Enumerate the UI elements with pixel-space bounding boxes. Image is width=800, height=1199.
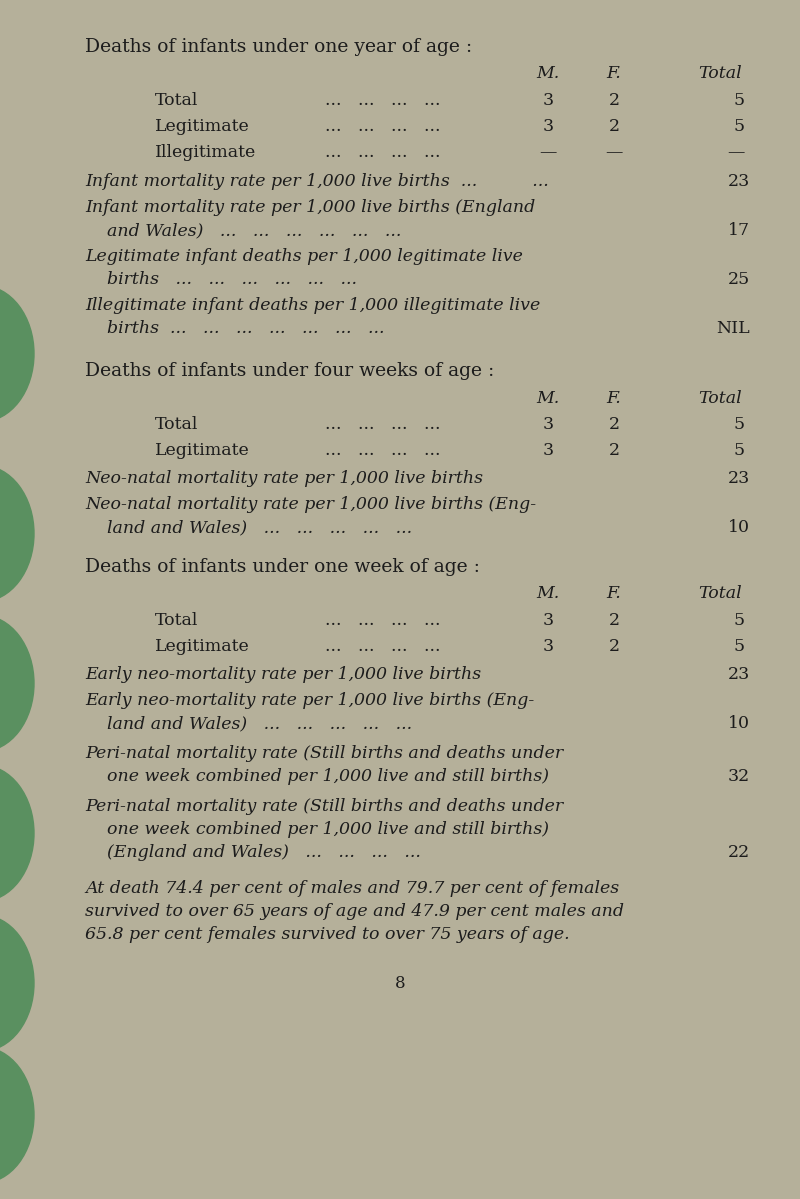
Text: Early neo-mortality rate per 1,000 live births: Early neo-mortality rate per 1,000 live … [85,665,481,683]
Text: Total: Total [698,390,742,406]
Text: 2: 2 [609,118,619,135]
Text: —: — [728,144,745,161]
Text: 5: 5 [734,638,745,655]
Text: Deaths of infants under one week of age :: Deaths of infants under one week of age … [85,558,480,576]
Text: 5: 5 [734,92,745,109]
Text: 3: 3 [542,92,554,109]
Text: M.: M. [536,585,560,602]
Text: Total: Total [698,585,742,602]
Text: At death 74.4 per cent of males and 79.7 per cent of females: At death 74.4 per cent of males and 79.7… [85,880,619,897]
Text: 2: 2 [609,442,619,459]
Text: Early neo-mortality rate per 1,000 live births (Eng-: Early neo-mortality rate per 1,000 live … [85,692,534,709]
Text: Deaths of infants under one year of age :: Deaths of infants under one year of age … [85,38,472,56]
Text: Illegitimate infant deaths per 1,000 illegitimate live: Illegitimate infant deaths per 1,000 ill… [85,297,540,314]
Text: land and Wales)   ...   ...   ...   ...   ...: land and Wales) ... ... ... ... ... [85,715,412,733]
Text: Total: Total [698,65,742,82]
Text: 65.8 per cent females survived to over 75 years of age.: 65.8 per cent females survived to over 7… [85,926,570,942]
Text: Infant mortality rate per 1,000 live births (England: Infant mortality rate per 1,000 live bir… [85,199,535,216]
Text: F.: F. [606,390,622,406]
Text: Peri-natal mortality rate (Still births and deaths under: Peri-natal mortality rate (Still births … [85,799,563,815]
Text: 17: 17 [728,222,750,239]
Text: F.: F. [606,65,622,82]
Text: M.: M. [536,65,560,82]
Text: Legitimate infant deaths per 1,000 legitimate live: Legitimate infant deaths per 1,000 legit… [85,248,523,265]
Ellipse shape [0,1047,34,1183]
Text: 5: 5 [734,611,745,629]
Text: 10: 10 [728,715,750,733]
Text: Neo-natal mortality rate per 1,000 live births: Neo-natal mortality rate per 1,000 live … [85,470,483,487]
Text: Total: Total [155,416,198,433]
Text: ...   ...   ...   ...: ... ... ... ... [325,144,441,161]
Ellipse shape [0,615,34,752]
Text: ...   ...   ...   ...: ... ... ... ... [325,118,441,135]
Ellipse shape [0,765,34,902]
Text: births   ...   ...   ...   ...   ...   ...: births ... ... ... ... ... ... [85,271,357,288]
Text: Legitimate: Legitimate [155,638,250,655]
Text: 8: 8 [394,975,406,992]
Text: —: — [606,144,622,161]
Text: 23: 23 [728,665,750,683]
Text: Neo-natal mortality rate per 1,000 live births (Eng-: Neo-natal mortality rate per 1,000 live … [85,496,536,513]
Text: 25: 25 [728,271,750,288]
Text: 23: 23 [728,470,750,487]
Text: Total: Total [155,611,198,629]
Text: 23: 23 [728,173,750,189]
Text: Illegitimate: Illegitimate [155,144,256,161]
Text: births  ...   ...   ...   ...   ...   ...   ...: births ... ... ... ... ... ... ... [85,320,385,337]
Text: 5: 5 [734,416,745,433]
Text: NIL: NIL [716,320,750,337]
Text: 3: 3 [542,442,554,459]
Text: 3: 3 [542,416,554,433]
Ellipse shape [0,915,34,1052]
Text: land and Wales)   ...   ...   ...   ...   ...: land and Wales) ... ... ... ... ... [85,519,412,536]
Text: ...   ...   ...   ...: ... ... ... ... [325,638,441,655]
Text: one week combined per 1,000 live and still births): one week combined per 1,000 live and sti… [85,821,549,838]
Text: 3: 3 [542,118,554,135]
Text: 2: 2 [609,638,619,655]
Text: ...   ...   ...   ...: ... ... ... ... [325,611,441,629]
Text: 5: 5 [734,118,745,135]
Text: F.: F. [606,585,622,602]
Text: ...   ...   ...   ...: ... ... ... ... [325,92,441,109]
Text: 3: 3 [542,611,554,629]
Ellipse shape [0,285,34,422]
Text: 32: 32 [728,769,750,785]
Text: (England and Wales)   ...   ...   ...   ...: (England and Wales) ... ... ... ... [85,844,421,861]
Text: Infant mortality rate per 1,000 live births  ...          ...: Infant mortality rate per 1,000 live bir… [85,173,549,189]
Text: and Wales)   ...   ...   ...   ...   ...   ...: and Wales) ... ... ... ... ... ... [85,222,402,239]
Text: Peri-natal mortality rate (Still births and deaths under: Peri-natal mortality rate (Still births … [85,745,563,763]
Text: one week combined per 1,000 live and still births): one week combined per 1,000 live and sti… [85,769,549,785]
Text: Legitimate: Legitimate [155,118,250,135]
Ellipse shape [0,465,34,602]
Text: ...   ...   ...   ...: ... ... ... ... [325,442,441,459]
Text: Deaths of infants under four weeks of age :: Deaths of infants under four weeks of ag… [85,362,494,380]
Text: 5: 5 [734,442,745,459]
Text: 2: 2 [609,416,619,433]
Text: 22: 22 [728,844,750,861]
Text: ...   ...   ...   ...: ... ... ... ... [325,416,441,433]
Text: survived to over 65 years of age and 47.9 per cent males and: survived to over 65 years of age and 47.… [85,903,624,920]
Text: 2: 2 [609,92,619,109]
Text: 10: 10 [728,519,750,536]
Text: 3: 3 [542,638,554,655]
Text: Legitimate: Legitimate [155,442,250,459]
Text: —: — [539,144,557,161]
Text: M.: M. [536,390,560,406]
Text: 2: 2 [609,611,619,629]
Text: Total: Total [155,92,198,109]
